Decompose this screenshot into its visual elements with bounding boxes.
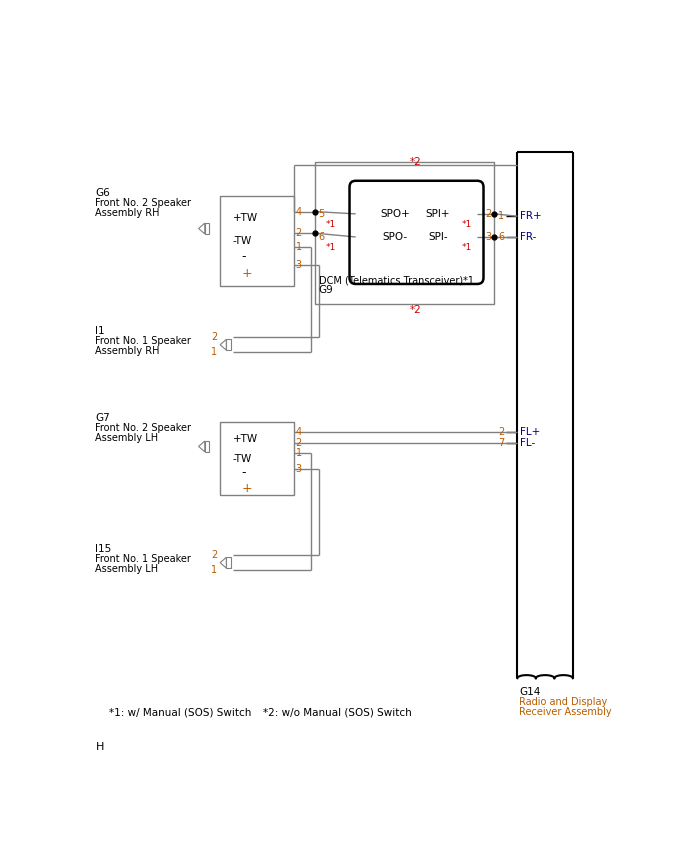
Text: SPI+: SPI+ — [426, 209, 451, 219]
Text: Radio and Display: Radio and Display — [519, 697, 608, 707]
Text: 1: 1 — [296, 242, 302, 252]
Text: FR+: FR+ — [519, 211, 541, 222]
Text: Assembly RH: Assembly RH — [96, 208, 160, 218]
Bar — [205, 441, 209, 452]
Polygon shape — [220, 557, 226, 568]
Text: 2: 2 — [485, 209, 491, 219]
Bar — [220, 196, 294, 285]
Text: 1: 1 — [211, 348, 217, 358]
Text: Assembly RH: Assembly RH — [96, 346, 160, 356]
Text: Assembly LH: Assembly LH — [96, 564, 158, 574]
Text: SPO+: SPO+ — [380, 209, 410, 219]
Bar — [205, 223, 209, 234]
Text: Front No. 1 Speaker: Front No. 1 Speaker — [96, 336, 191, 346]
Text: I15: I15 — [96, 544, 111, 554]
Text: 2: 2 — [296, 438, 302, 448]
Text: -TW: -TW — [233, 236, 252, 246]
Text: Front No. 2 Speaker: Front No. 2 Speaker — [96, 423, 191, 433]
Text: G14: G14 — [519, 687, 540, 697]
Text: FL+: FL+ — [519, 427, 540, 437]
Text: *1: w/ Manual (SOS) Switch: *1: w/ Manual (SOS) Switch — [109, 707, 252, 717]
Text: I1: I1 — [96, 326, 105, 336]
Text: H: H — [96, 742, 104, 752]
Text: FL-: FL- — [519, 438, 535, 448]
Text: 1: 1 — [211, 566, 217, 575]
Text: *2: *2 — [410, 158, 422, 167]
Text: 6: 6 — [318, 232, 324, 242]
Bar — [315, 162, 494, 304]
Text: Front No. 2 Speaker: Front No. 2 Speaker — [96, 199, 191, 208]
Polygon shape — [220, 339, 226, 350]
Text: +TW: +TW — [233, 434, 257, 444]
Text: *1: *1 — [462, 220, 472, 229]
Text: FR-: FR- — [519, 232, 536, 242]
Text: -TW: -TW — [233, 454, 252, 463]
Text: 4: 4 — [296, 427, 302, 437]
Text: 2: 2 — [211, 332, 217, 343]
Text: Front No. 1 Speaker: Front No. 1 Speaker — [96, 554, 191, 564]
Text: +: + — [241, 267, 257, 279]
Text: DCM (Telematics Transceiver)*1: DCM (Telematics Transceiver)*1 — [319, 276, 474, 286]
Text: 1: 1 — [296, 448, 302, 458]
Text: *2: w/o Manual (SOS) Switch: *2: w/o Manual (SOS) Switch — [264, 707, 412, 717]
Text: 5: 5 — [318, 209, 324, 219]
Text: 3: 3 — [485, 232, 491, 242]
Text: SPO-: SPO- — [383, 232, 407, 242]
Text: *1: *1 — [462, 244, 472, 252]
Text: Assembly LH: Assembly LH — [96, 433, 158, 443]
Bar — [220, 422, 294, 495]
Bar — [226, 339, 230, 350]
Polygon shape — [199, 223, 205, 234]
Text: +: + — [241, 481, 257, 494]
Text: 1: 1 — [498, 211, 504, 222]
Text: *1: *1 — [325, 244, 336, 252]
Text: 3: 3 — [296, 261, 302, 270]
Text: 3: 3 — [296, 463, 302, 474]
Text: -: - — [241, 466, 246, 479]
Text: G9: G9 — [319, 285, 334, 295]
Text: G6: G6 — [96, 188, 110, 199]
Bar — [226, 557, 230, 568]
Text: 2: 2 — [211, 550, 217, 560]
Text: *2: *2 — [410, 305, 422, 315]
Text: 6: 6 — [498, 232, 504, 242]
Text: -: - — [241, 250, 246, 262]
Text: 7: 7 — [498, 438, 504, 448]
Text: 2: 2 — [498, 427, 504, 437]
Text: Receiver Assembly: Receiver Assembly — [519, 707, 612, 717]
Text: 4: 4 — [296, 206, 302, 216]
Text: SPI-: SPI- — [428, 232, 448, 242]
Polygon shape — [199, 441, 205, 452]
Text: +TW: +TW — [233, 213, 257, 222]
Text: G7: G7 — [96, 413, 110, 423]
Text: *1: *1 — [325, 220, 336, 229]
Text: 2: 2 — [296, 228, 302, 239]
